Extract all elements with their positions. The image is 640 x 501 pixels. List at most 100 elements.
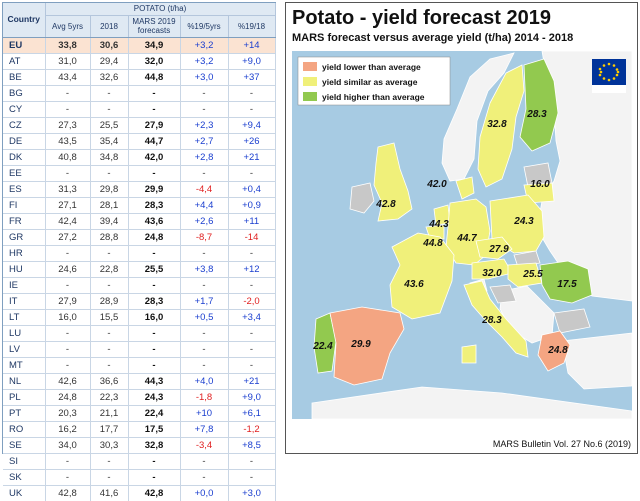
value-label-pt: 22.4 xyxy=(312,341,333,352)
value-label-hu: 25.5 xyxy=(522,269,543,280)
pct-vs-5yrs-cell: +3,8 xyxy=(180,261,229,277)
mars-forecast-cell: - xyxy=(128,469,181,485)
mars-forecast-cell: 44,3 xyxy=(128,373,181,389)
mars-forecast-cell: 24,8 xyxy=(128,229,181,245)
table-row: IT 27,9 28,9 28,3 +1,7 -2,0 xyxy=(3,293,276,309)
year-2018-cell: 22,3 xyxy=(90,389,129,405)
pct-vs-5yrs-cell: +3,2 xyxy=(180,37,229,53)
mars-forecast-cell: - xyxy=(128,325,181,341)
legend-swatch-lower xyxy=(303,62,317,71)
mars-forecast-cell: 25,5 xyxy=(128,261,181,277)
year-2018-cell: - xyxy=(90,245,129,261)
country-code-cell: LU xyxy=(3,325,46,341)
pct-vs-2018-cell: +14 xyxy=(228,37,276,53)
value-label-be: 44.8 xyxy=(422,238,443,249)
country-code-cell: UK xyxy=(3,485,46,501)
pct-vs-5yrs-cell: +0,0 xyxy=(180,485,229,501)
avg-5yrs-cell: - xyxy=(45,325,91,341)
potato-super-header: POTATO (t/ha) xyxy=(45,3,276,16)
pct-vs-5yrs-cell: +4,0 xyxy=(180,373,229,389)
mars-forecast-header-line2: forecasts xyxy=(137,26,171,35)
table-row: NL 42,6 36,6 44,3 +4,0 +21 xyxy=(3,373,276,389)
year-2018-cell: 35,4 xyxy=(90,133,129,149)
country-finland xyxy=(519,58,559,152)
country-code-cell: CZ xyxy=(3,117,46,133)
table-row: SI - - - - - xyxy=(3,453,276,469)
avg-5yrs-cell: - xyxy=(45,277,91,293)
avg-5yrs-cell: 27,9 xyxy=(45,293,91,309)
mars-forecast-cell: 17,5 xyxy=(128,421,181,437)
avg-5yrs-cell: 43,5 xyxy=(45,133,91,149)
pct-vs-5yrs-cell: - xyxy=(180,85,229,101)
pct-vs-5yrs-cell: - xyxy=(180,341,229,357)
value-label-nl: 44.3 xyxy=(428,219,449,230)
avg-5yrs-header: Avg 5yrs xyxy=(45,15,91,38)
pct-vs-5yrs-cell: +7,8 xyxy=(180,421,229,437)
eu-logo-caption-bg xyxy=(592,85,626,93)
mars-forecast-cell: - xyxy=(128,453,181,469)
mars-forecast-cell: 32,0 xyxy=(128,53,181,69)
mars-forecast-cell: - xyxy=(128,245,181,261)
value-label-se: 32.8 xyxy=(487,119,507,130)
year-2018-cell: - xyxy=(90,469,129,485)
value-label-ro: 17.5 xyxy=(557,279,577,290)
year-2018-cell: - xyxy=(90,277,129,293)
pct-vs-5yrs-cell: +0,5 xyxy=(180,309,229,325)
mars-forecast-cell: 16,0 xyxy=(128,309,181,325)
table-row: LV - - - - - xyxy=(3,341,276,357)
land-norway xyxy=(441,52,515,182)
avg-5yrs-cell: 20,3 xyxy=(45,405,91,421)
map-legend: yield lower than average yield similar a… xyxy=(297,56,451,106)
year-2018-cell: 30,6 xyxy=(90,37,129,53)
value-label-uk: 42.8 xyxy=(375,199,396,210)
yield-table-panel: Country POTATO (t/ha) Avg 5yrs 2018 MARS… xyxy=(2,2,276,501)
eu-logo xyxy=(592,59,626,93)
avg-5yrs-cell: 27,2 xyxy=(45,229,91,245)
pct-vs-5yrs-cell: - xyxy=(180,357,229,373)
year-2018-cell: - xyxy=(90,453,129,469)
country-code-cell: SE xyxy=(3,437,46,453)
pct-vs-5yrs-cell: -8,7 xyxy=(180,229,229,245)
avg-5yrs-cell: 42,6 xyxy=(45,373,91,389)
year-2018-cell: 21,1 xyxy=(90,405,129,421)
country-greece xyxy=(537,330,571,372)
country-code-cell: FI xyxy=(3,197,46,213)
pct-vs-5yrs-cell: -4,4 xyxy=(180,181,229,197)
year-2018-cell: 22,8 xyxy=(90,261,129,277)
avg-5yrs-cell: - xyxy=(45,469,91,485)
table-row: UK 42,8 41,6 42,8 +0,0 +3,0 xyxy=(3,485,276,501)
country-code-cell: FR xyxy=(3,213,46,229)
avg-5yrs-cell: - xyxy=(45,165,91,181)
value-label-dk: 42.0 xyxy=(426,179,447,190)
country-code-cell: LT xyxy=(3,309,46,325)
pct-vs-2018-cell: - xyxy=(228,325,276,341)
pct-vs-5yrs-cell: - xyxy=(180,325,229,341)
year-2018-cell: - xyxy=(90,341,129,357)
country-uk xyxy=(373,142,413,222)
pct-vs-2018-cell: +11 xyxy=(228,213,276,229)
pct-vs-2018-cell: - xyxy=(228,85,276,101)
europe-yield-map: yield lower than average yield similar a… xyxy=(292,51,632,419)
mars-forecast-header: MARS 2019 forecasts xyxy=(128,15,181,38)
pct-vs-2018-cell: -2,0 xyxy=(228,293,276,309)
legend-box xyxy=(297,56,451,106)
country-code-cell: AT xyxy=(3,53,46,69)
table-row: IE - - - - - xyxy=(3,277,276,293)
table-row: RO 16,2 17,7 17,5 +7,8 -1,2 xyxy=(3,421,276,437)
year-2018-cell: 17,7 xyxy=(90,421,129,437)
table-row: CY - - - - - xyxy=(3,101,276,117)
table-row: HR - - - - - xyxy=(3,245,276,261)
mars-forecast-cell: - xyxy=(128,341,181,357)
mars-forecast-cell: 27,9 xyxy=(128,117,181,133)
pct-vs-2018-cell: +0,4 xyxy=(228,181,276,197)
country-ireland xyxy=(349,182,375,214)
pct-vs-2018-cell: +26 xyxy=(228,133,276,149)
pct-vs-5yrs-cell: +10 xyxy=(180,405,229,421)
value-label-es: 29.9 xyxy=(350,339,371,350)
pct-vs-5yrs-cell: -1,8 xyxy=(180,389,229,405)
table-row: BE 43,4 32,6 44,8 +3,0 +37 xyxy=(3,69,276,85)
table-row: EE - - - - - xyxy=(3,165,276,181)
country-code-cell: LV xyxy=(3,341,46,357)
pct-vs-2018-cell: +9,4 xyxy=(228,117,276,133)
country-code-cell: PT xyxy=(3,405,46,421)
